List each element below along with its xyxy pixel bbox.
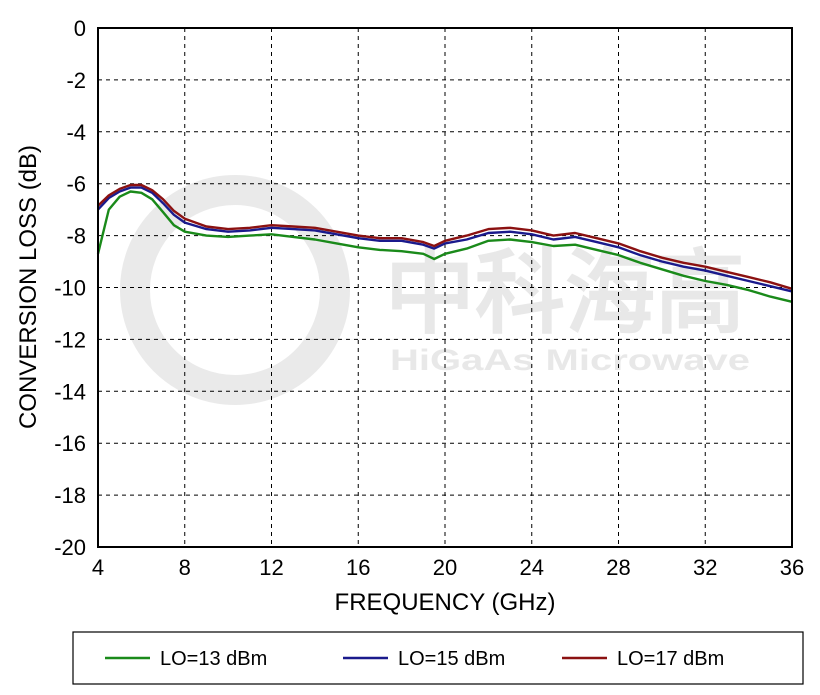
y-tick-labels: 0 -2 -4 -6 -8 -10 -12 -14 -16 -18 -20: [54, 16, 86, 560]
legend-label-3: LO=17 dBm: [617, 648, 724, 670]
legend: LO=13 dBm LO=15 dBm LO=17 dBm: [105, 648, 724, 670]
watermark-en-text: HiGaAs Microwave: [390, 344, 750, 377]
y-tick-label: -4: [66, 120, 86, 145]
watermark-logo: [120, 175, 350, 405]
y-tick-label: -8: [66, 224, 86, 249]
legend-label-2: LO=15 dBm: [398, 648, 505, 670]
x-tick-label: 24: [520, 555, 544, 580]
x-tick-label: 4: [92, 555, 104, 580]
y-tick-label: -12: [54, 327, 86, 352]
legend-label-1: LO=13 dBm: [160, 648, 267, 670]
y-tick-label: -2: [66, 68, 86, 93]
legend-box: [72, 631, 804, 685]
y-tick-label: -10: [54, 276, 86, 301]
series-line-3: [97, 183, 793, 290]
grid: [98, 28, 792, 547]
watermark-cn-text: 中科海高: [385, 243, 745, 345]
y-tick-label: -14: [54, 379, 86, 404]
x-tick-label: 8: [179, 555, 191, 580]
x-axis-label: FREQUENCY (GHz): [335, 589, 556, 616]
y-tick-label: 0: [74, 16, 86, 41]
x-tick-label: 12: [259, 555, 283, 580]
series-line-2: [97, 186, 793, 293]
x-tick-label: 28: [606, 555, 630, 580]
y-axis-label: CONVERSION LOSS (dB): [15, 145, 42, 429]
series-line-1: [96, 190, 793, 303]
y-tick-label: -20: [54, 535, 86, 560]
y-tick-label: -6: [66, 172, 86, 197]
x-tick-label: 36: [780, 555, 804, 580]
x-tick-labels: 4 8 12 16 20 24 28 32 36: [92, 555, 804, 580]
y-tick-label: -18: [54, 483, 86, 508]
x-tick-label: 32: [693, 555, 717, 580]
x-tick-label: 16: [346, 555, 370, 580]
series-group: [96, 183, 793, 303]
y-tick-label: -16: [54, 431, 86, 456]
plot-frame: [97, 27, 793, 548]
x-tick-label: 20: [433, 555, 457, 580]
